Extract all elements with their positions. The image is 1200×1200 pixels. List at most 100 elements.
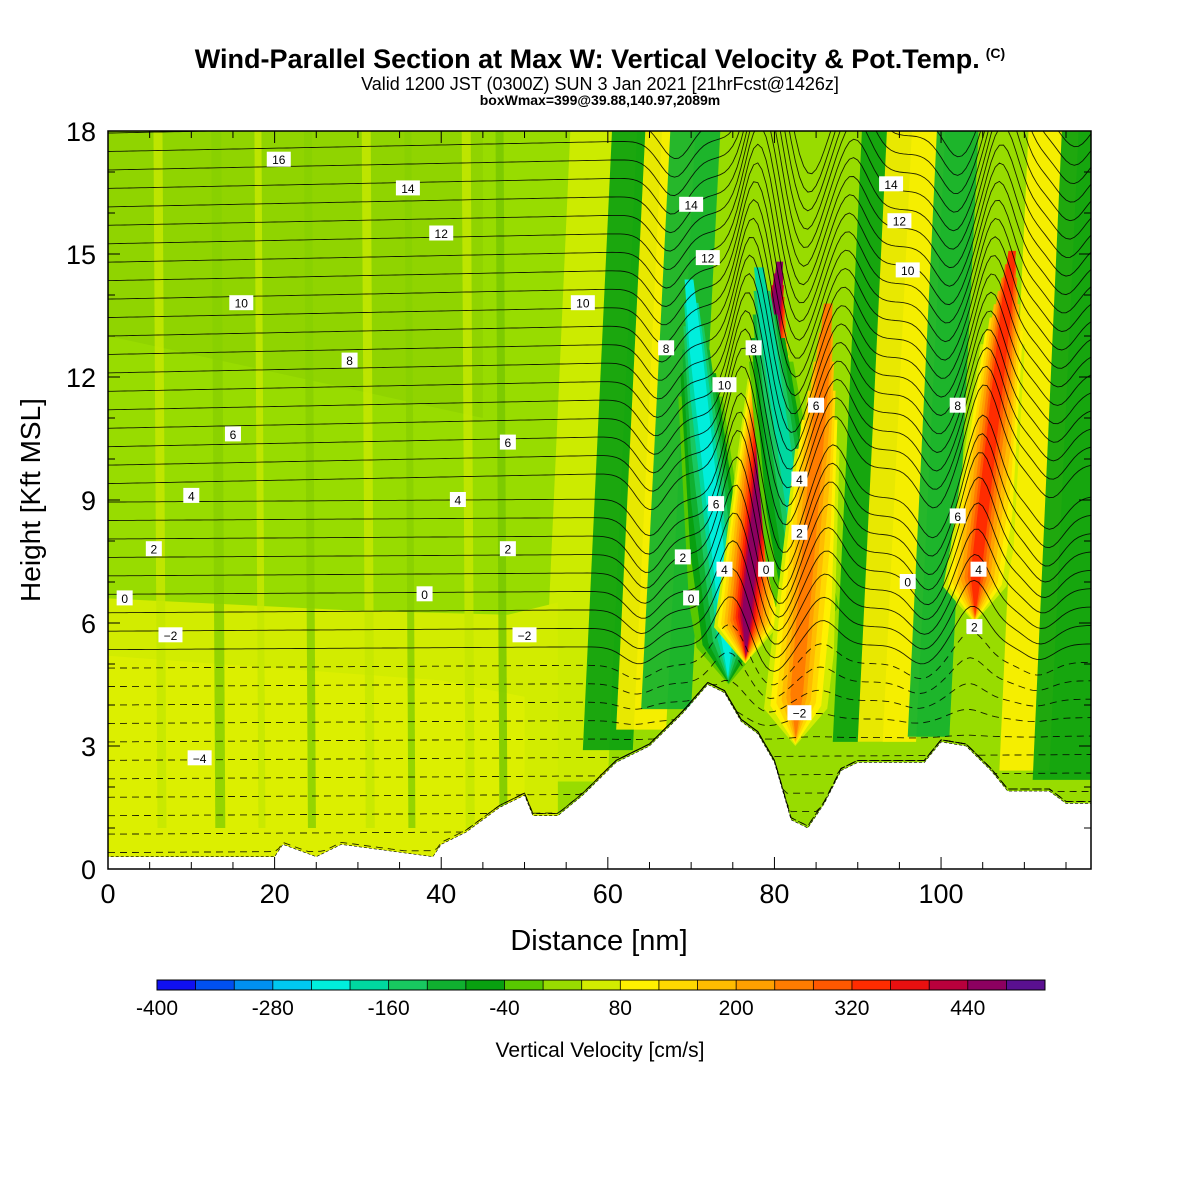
- isentrope-label: 2: [796, 526, 803, 540]
- isentrope-line: [108, 198, 1091, 359]
- isentrope-line: [108, 131, 1091, 212]
- isentrope-label-bg: [674, 549, 691, 565]
- colorbar-swatch: [388, 980, 428, 990]
- isentrope-label: −2: [793, 707, 807, 721]
- isentrope-label: 2: [150, 543, 157, 557]
- isentrope-label: 0: [763, 563, 770, 577]
- isentrope-label-bg: [679, 196, 704, 212]
- isentrope-label-bg: [658, 340, 675, 356]
- isentrope-label: 8: [750, 342, 757, 356]
- x-tick-label: 0: [100, 879, 115, 909]
- isentrope-line: [108, 181, 1091, 341]
- isentrope-label-bg: [116, 590, 133, 606]
- y-tick-label: 0: [81, 855, 96, 885]
- isentrope-label-bg: [145, 541, 162, 557]
- isentrope-label-bg: [499, 541, 516, 557]
- isentrope-label-bg: [966, 619, 983, 635]
- field-wave-band: [1032, 131, 1091, 780]
- isentrope-label-bg: [791, 471, 808, 487]
- isentrope-label-bg: [449, 492, 466, 507]
- isentrope-label: 12: [435, 227, 449, 241]
- chart-title: Wind-Parallel Section at Max W: Vertical…: [194, 44, 1006, 74]
- colorbar-tick-label: -40: [489, 997, 519, 1020]
- isentrope-label: 8: [663, 342, 670, 356]
- isentrope-label-bg: [745, 340, 762, 356]
- y-axis-label: Height [Kft MSL]: [15, 398, 46, 602]
- field-streak: [495, 131, 508, 828]
- isentrope-label: 12: [893, 215, 907, 229]
- isentrope-label: 0: [121, 592, 128, 606]
- isentrope-label-bg: [158, 627, 183, 643]
- colorbar-tick-label: 440: [950, 997, 985, 1020]
- colorbar-label: Vertical Velocity [cm/s]: [496, 1039, 705, 1062]
- isentrope-line: [108, 131, 1091, 286]
- isentrope-line: [108, 292, 1091, 452]
- isentrope-label-bg: [224, 426, 241, 442]
- isentrope-line: [108, 217, 1091, 378]
- isentrope-label-bg: [712, 377, 737, 393]
- colorbar-swatch: [929, 980, 969, 990]
- isentrope-label-bg: [949, 397, 966, 413]
- isentrope-label: 6: [230, 428, 237, 442]
- x-tick-label: 80: [759, 879, 789, 909]
- field-plume-band: [684, 279, 734, 678]
- colorbar-swatch: [427, 980, 467, 990]
- colorbar-swatch: [813, 980, 853, 990]
- isentrope-label-bg: [708, 496, 725, 512]
- isentrope-label: 0: [904, 576, 911, 590]
- isentrope-label: 0: [688, 592, 695, 606]
- y-tick-label: 18: [66, 117, 96, 147]
- isentrope-label-bg: [341, 352, 358, 368]
- y-tick-label: 9: [81, 486, 96, 516]
- isentrope-label: 4: [721, 563, 728, 577]
- x-tick-label: 40: [426, 879, 456, 909]
- isentrope-line: [108, 681, 1091, 743]
- colorbar-swatch: [311, 980, 351, 990]
- colorbar-swatch: [658, 980, 699, 990]
- field-wave-band: [907, 131, 979, 737]
- isentrope-line: [108, 365, 1091, 526]
- colorbar-swatch: [195, 980, 235, 990]
- valid-time-subtitle: Valid 1200 JST (0300Z) SUN 3 Jan 2021 [2…: [361, 74, 839, 94]
- y-tick-label: 12: [66, 363, 96, 393]
- colorbar-swatch: [967, 980, 1007, 990]
- isentrope-label: 4: [455, 494, 462, 508]
- isentrope-label-bg: [887, 213, 912, 229]
- colorbar-tick-label: 320: [834, 997, 869, 1020]
- isentrope-label: 10: [235, 297, 249, 311]
- colorbar-swatch: [543, 980, 583, 990]
- isentrope-label-bg: [808, 397, 825, 413]
- colorbar-swatch: [620, 980, 660, 990]
- field-upper-left: [108, 131, 483, 418]
- field-streak: [461, 131, 475, 828]
- field-streak: [211, 131, 226, 828]
- isentrope-label-bg: [879, 176, 904, 192]
- isentrope-line: [108, 624, 1091, 686]
- isentrope-label-bg: [266, 151, 291, 167]
- isentrope-line: [108, 568, 1091, 659]
- terrain-profile: [108, 684, 1091, 869]
- isentrope-label: 6: [505, 436, 512, 450]
- isentrope-label-bg: [429, 225, 454, 241]
- field-streak: [153, 131, 167, 828]
- isentrope-label-bg: [395, 180, 420, 196]
- colorbar-swatch: [157, 980, 197, 990]
- colorbar-swatch: [697, 980, 737, 990]
- isentrope-line: [108, 681, 1091, 726]
- terrain: [108, 684, 1091, 869]
- isentrope-line: [108, 309, 1091, 470]
- isentrope-label: 6: [954, 510, 961, 524]
- isentrope-label-bg: [791, 524, 808, 540]
- field-streak: [404, 131, 416, 828]
- isentrope-label: −2: [164, 629, 178, 643]
- isentrope-label: 10: [718, 379, 732, 393]
- y-tick-label: 15: [66, 240, 96, 270]
- y-tick-label: 6: [81, 609, 96, 639]
- field-streak: [254, 131, 266, 828]
- isentrope-label-bg: [895, 262, 920, 278]
- isentrope-label-bg: [499, 434, 516, 450]
- colorbar-tick-label: -160: [368, 997, 410, 1020]
- x-tick-label: 60: [593, 879, 623, 909]
- isentrope-label: 8: [954, 399, 961, 413]
- colorbar-tick-label: -400: [136, 997, 178, 1020]
